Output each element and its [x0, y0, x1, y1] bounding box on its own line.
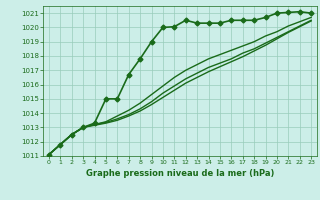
X-axis label: Graphe pression niveau de la mer (hPa): Graphe pression niveau de la mer (hPa)	[86, 169, 274, 178]
